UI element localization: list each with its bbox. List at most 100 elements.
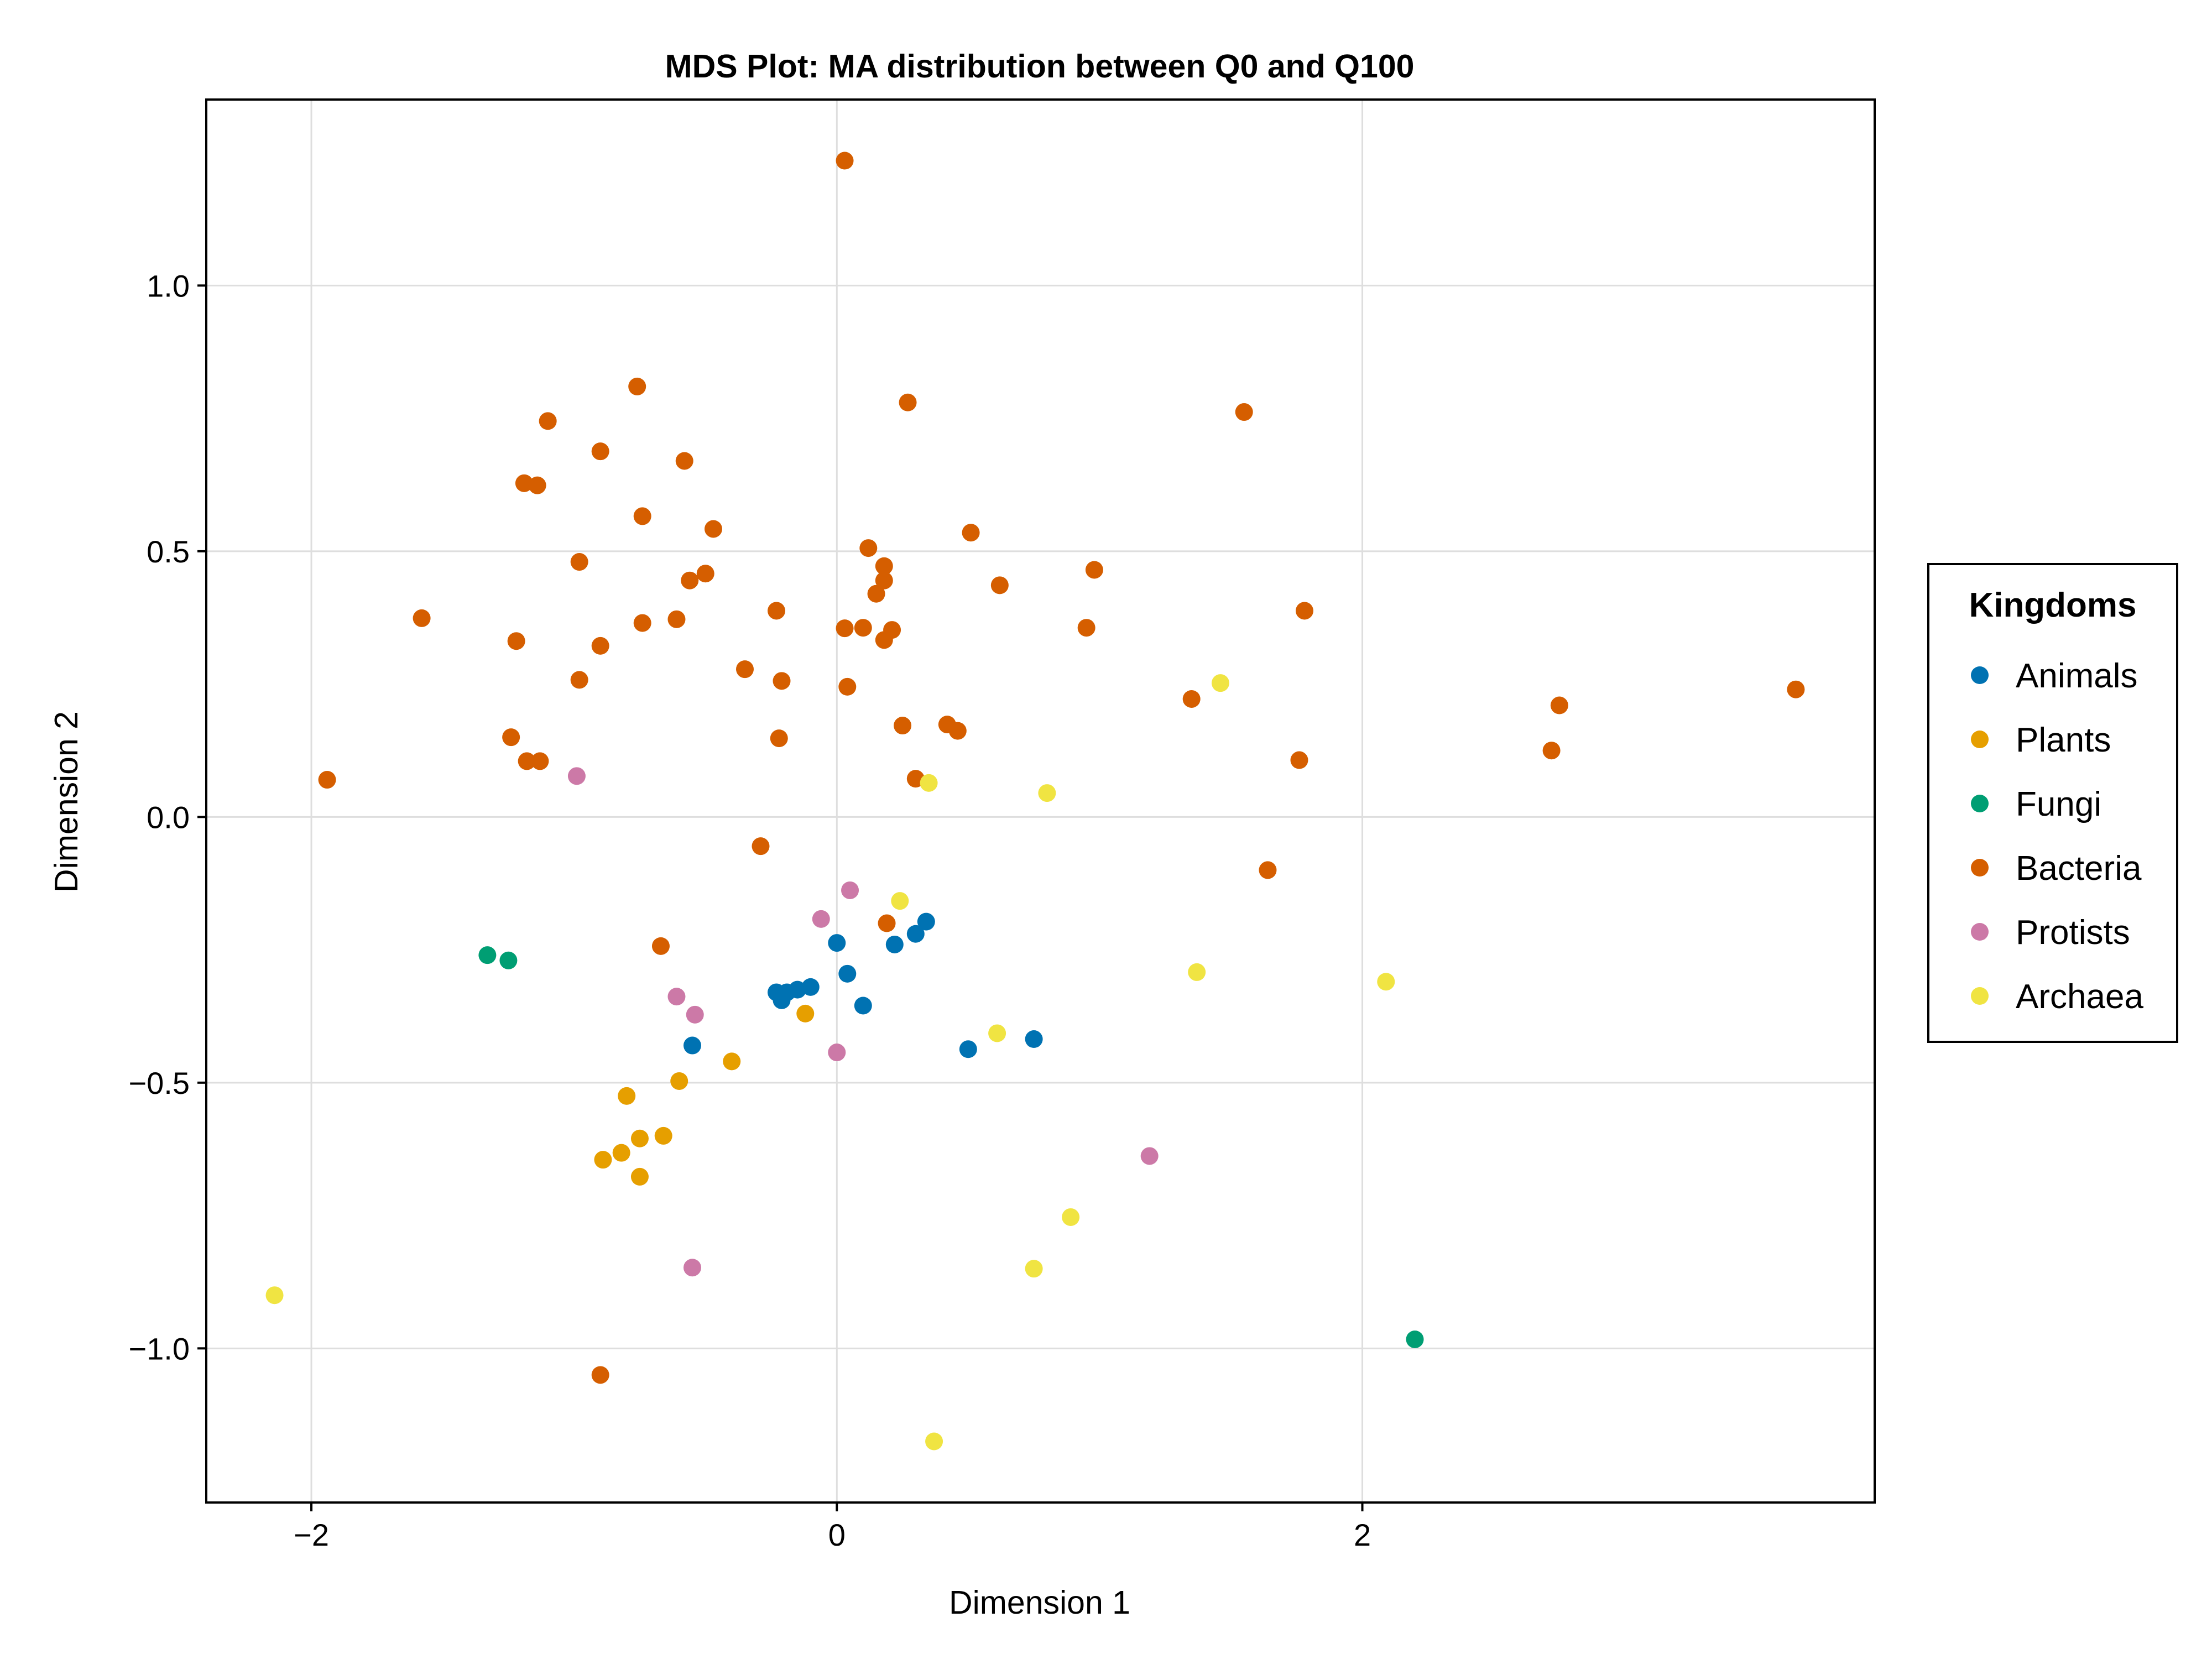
point-fungi bbox=[1406, 1330, 1424, 1348]
point-animals bbox=[854, 997, 872, 1015]
point-bacteria bbox=[875, 631, 893, 649]
legend-label-plants: Plants bbox=[2016, 721, 2111, 759]
point-protists bbox=[683, 1259, 701, 1277]
point-animals bbox=[683, 1036, 701, 1055]
point-bacteria bbox=[899, 393, 917, 411]
point-bacteria bbox=[628, 377, 646, 395]
point-bacteria bbox=[875, 557, 893, 575]
legend: Kingdoms Animals Plants Fungi Bacteria Proti… bbox=[1927, 563, 2178, 1043]
x-tick-label: −2 bbox=[294, 1517, 329, 1552]
point-bacteria bbox=[875, 571, 893, 589]
point-archaea bbox=[1377, 973, 1395, 991]
point-archaea bbox=[1025, 1260, 1043, 1278]
point-bacteria bbox=[1259, 861, 1277, 879]
point-plants bbox=[723, 1052, 741, 1071]
point-animals bbox=[789, 980, 807, 999]
legend-marker-protists bbox=[1971, 923, 1989, 941]
grid-lines bbox=[206, 100, 1875, 1503]
point-bacteria bbox=[528, 476, 546, 494]
point-bacteria bbox=[1787, 680, 1805, 698]
legend-marker-animals bbox=[1971, 666, 1989, 684]
y-axis-ticks: −1.0 −0.5 0.0 0.5 1.0 bbox=[128, 268, 206, 1366]
point-bacteria bbox=[696, 565, 714, 583]
y-tick-label: 0.5 bbox=[147, 534, 190, 569]
point-bacteria bbox=[675, 452, 693, 470]
point-bacteria bbox=[507, 632, 525, 650]
y-tick-label: 1.0 bbox=[147, 268, 190, 303]
point-archaea bbox=[988, 1024, 1006, 1042]
point-archaea bbox=[891, 892, 909, 910]
point-bacteria bbox=[518, 752, 536, 770]
point-bacteria bbox=[633, 507, 651, 525]
series-bacteria bbox=[318, 152, 1805, 1384]
legend-marker-plants bbox=[1971, 731, 1989, 748]
series-protists bbox=[567, 767, 1159, 1277]
legend-label-bacteria: Bacteria bbox=[2016, 849, 2142, 888]
legend-marker-bacteria bbox=[1971, 859, 1989, 877]
point-bacteria bbox=[318, 771, 336, 789]
point-bacteria bbox=[633, 614, 651, 632]
point-bacteria bbox=[651, 937, 670, 955]
series-animals bbox=[683, 912, 1043, 1058]
point-plants bbox=[654, 1126, 672, 1145]
point-animals bbox=[906, 925, 925, 943]
point-bacteria bbox=[1542, 742, 1561, 760]
point-animals bbox=[885, 935, 904, 953]
point-bacteria bbox=[1235, 403, 1253, 421]
point-fungi bbox=[499, 951, 518, 969]
point-bacteria bbox=[1085, 561, 1103, 579]
y-tick-label: −0.5 bbox=[128, 1066, 190, 1100]
legend-title: Kingdoms bbox=[1969, 586, 2136, 624]
x-axis-ticks: −2 0 2 bbox=[294, 1503, 1371, 1552]
point-archaea bbox=[1062, 1208, 1080, 1226]
point-plants bbox=[594, 1151, 612, 1169]
legend-marker-fungi bbox=[1971, 795, 1989, 812]
point-protists bbox=[686, 1005, 704, 1024]
point-bacteria bbox=[591, 1366, 609, 1384]
point-protists bbox=[567, 767, 586, 785]
chart-title: MDS Plot: MA distribution between Q0 and… bbox=[665, 48, 1415, 85]
point-archaea bbox=[1188, 963, 1206, 981]
point-bacteria bbox=[502, 728, 520, 747]
point-bacteria bbox=[859, 539, 878, 557]
point-bacteria bbox=[1077, 619, 1095, 637]
point-bacteria bbox=[539, 412, 557, 430]
point-animals bbox=[828, 934, 846, 952]
point-bacteria bbox=[948, 722, 967, 740]
series-fungi bbox=[478, 946, 1424, 1348]
point-bacteria bbox=[990, 576, 1009, 594]
x-axis-label: Dimension 1 bbox=[949, 1584, 1130, 1621]
point-bacteria bbox=[854, 619, 872, 637]
point-animals bbox=[959, 1040, 977, 1058]
point-protists bbox=[667, 988, 686, 1006]
point-bacteria bbox=[704, 520, 722, 538]
point-bacteria bbox=[1295, 602, 1313, 620]
point-bacteria bbox=[878, 914, 896, 932]
point-plants bbox=[618, 1087, 636, 1105]
y-axis-label: Dimension 2 bbox=[48, 711, 85, 893]
point-bacteria bbox=[667, 610, 686, 628]
point-bacteria bbox=[1550, 696, 1568, 714]
point-archaea bbox=[1038, 784, 1056, 802]
point-animals bbox=[917, 912, 935, 931]
point-bacteria bbox=[1290, 751, 1308, 769]
legend-items: Animals Plants Fungi Bacteria Protists Archae… bbox=[1971, 657, 2143, 1016]
legend-label-protists: Protists bbox=[2016, 914, 2130, 952]
point-bacteria bbox=[735, 660, 754, 679]
point-plants bbox=[796, 1004, 815, 1022]
point-plants bbox=[630, 1129, 649, 1147]
point-archaea bbox=[265, 1286, 284, 1305]
point-bacteria bbox=[752, 837, 770, 855]
point-bacteria bbox=[838, 677, 857, 696]
point-bacteria bbox=[836, 152, 854, 170]
point-archaea bbox=[1211, 674, 1229, 692]
point-bacteria bbox=[681, 571, 699, 589]
point-bacteria bbox=[570, 671, 588, 689]
point-bacteria bbox=[591, 442, 609, 461]
point-archaea bbox=[920, 774, 938, 792]
point-animals bbox=[801, 978, 820, 996]
series-plants bbox=[594, 1004, 815, 1186]
point-bacteria bbox=[836, 619, 854, 638]
